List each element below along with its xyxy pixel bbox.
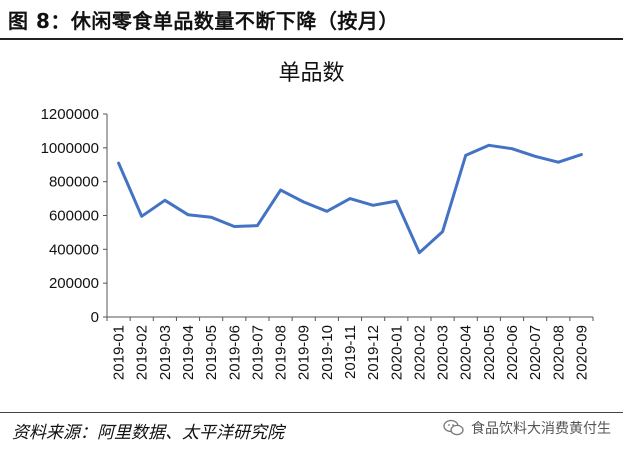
x-tick-label: 2019-04 — [180, 325, 197, 380]
y-tick-label: 1000000 — [41, 140, 99, 157]
x-tick-label: 2020-01 — [388, 325, 405, 380]
watermark-text: 食品饮料大消费黄付生 — [471, 421, 611, 437]
x-tick-label: 2019-05 — [203, 325, 220, 380]
source-note: 资料来源：阿里数据、太平洋研究院 — [12, 423, 284, 443]
y-tick-label: 600000 — [49, 208, 99, 225]
y-tick-label: 200000 — [49, 275, 99, 292]
x-tick-label: 2019-10 — [319, 325, 336, 380]
x-tick-label: 2019-11 — [342, 325, 359, 379]
watermark: 食品饮料大消费黄付生 — [443, 418, 611, 438]
x-tick-label: 2019-08 — [273, 325, 290, 380]
y-tick-label: 1200000 — [41, 106, 99, 123]
series-line — [117, 143, 583, 255]
footer-divider — [0, 412, 623, 413]
y-tick-label: 0 — [91, 309, 99, 326]
x-tick-label: 2019-12 — [365, 325, 382, 380]
header-divider — [0, 38, 623, 40]
figure-header: 图 8：休闲零食单品数量不断下降（按月） — [0, 0, 623, 40]
x-tick-label: 2020-04 — [458, 325, 475, 380]
x-tick-label: 2020-05 — [481, 325, 498, 380]
x-tick-label: 2020-06 — [504, 325, 521, 380]
figure-title: 图 8：休闲零食单品数量不断下降（按月） — [8, 9, 399, 33]
x-tick-label: 2020-07 — [527, 325, 544, 380]
y-tick-label: 800000 — [49, 174, 99, 191]
wechat-icon — [443, 419, 464, 436]
x-tick-label: 2019-09 — [296, 325, 313, 380]
x-tick-label: 2019-03 — [157, 325, 174, 380]
x-tick-label: 2019-01 — [111, 325, 128, 380]
chart-title: 单品数 — [278, 61, 345, 86]
x-tick-label: 2020-08 — [550, 325, 567, 380]
x-tick-label: 2020-03 — [435, 325, 452, 380]
x-tick-label: 2019-07 — [249, 325, 266, 380]
x-tick-label: 2020-02 — [411, 325, 428, 380]
x-tick-label: 2020-09 — [573, 325, 590, 380]
x-tick-label: 2019-06 — [226, 325, 243, 380]
y-tick-label: 400000 — [49, 241, 99, 258]
x-tick-label: 2019-02 — [134, 325, 151, 380]
